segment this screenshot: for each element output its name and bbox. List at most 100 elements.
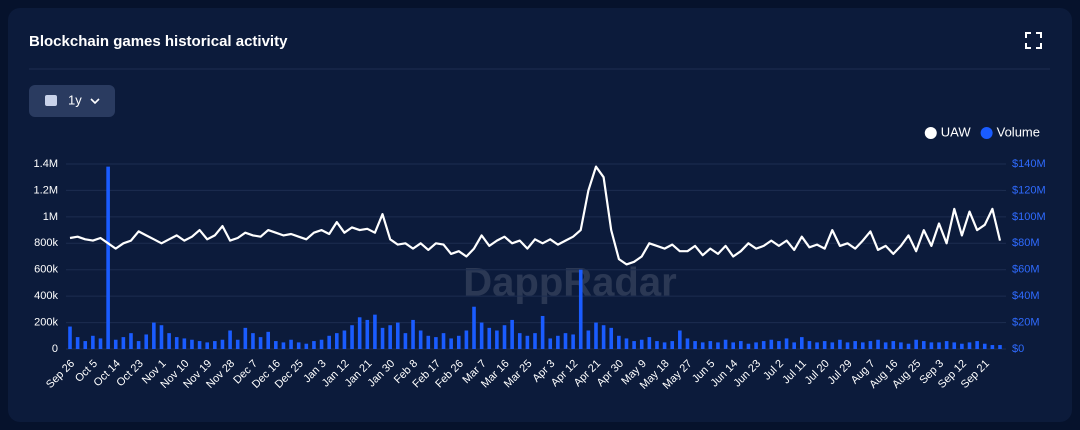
volume-bar bbox=[174, 337, 179, 349]
volume-bar bbox=[327, 335, 331, 349]
volume-bar bbox=[258, 337, 263, 349]
volume-bar bbox=[594, 322, 598, 349]
volume-bar bbox=[235, 339, 240, 349]
volume-bar bbox=[952, 342, 957, 349]
volume-bar bbox=[769, 339, 774, 349]
y-tick-label: 200k bbox=[34, 316, 58, 328]
legend-label: UAW bbox=[941, 124, 972, 139]
range-label[interactable]: 1y bbox=[68, 92, 82, 107]
volume-bar bbox=[601, 325, 606, 349]
volume-bar bbox=[540, 315, 545, 349]
volume-bar bbox=[754, 342, 758, 349]
volume-bar bbox=[395, 322, 400, 349]
y-tick-label: 400k bbox=[34, 290, 58, 302]
volume-bar bbox=[304, 343, 309, 349]
volume-bar bbox=[380, 327, 385, 349]
y2-tick-label: $60M bbox=[1012, 264, 1040, 276]
fullscreen-icon[interactable] bbox=[1025, 32, 1042, 49]
volume-bar bbox=[152, 322, 156, 349]
y2-tick-label: $120M bbox=[1012, 184, 1046, 196]
volume-bar bbox=[426, 335, 431, 349]
volume-bar bbox=[883, 342, 888, 349]
y-tick-label: 600k bbox=[34, 264, 58, 276]
volume-bar bbox=[190, 339, 194, 349]
volume-bar bbox=[418, 330, 423, 349]
range-button[interactable]: 1y bbox=[29, 85, 115, 117]
volume-bar bbox=[723, 339, 728, 349]
legend-dot bbox=[980, 127, 993, 139]
volume-bar bbox=[800, 337, 804, 349]
y-tick-label: 1M bbox=[43, 211, 58, 223]
legend-label: Volume bbox=[997, 124, 1040, 139]
volume-bar bbox=[464, 330, 469, 349]
volume-bar bbox=[624, 338, 629, 349]
volume-bar bbox=[510, 319, 514, 349]
volume-bar bbox=[388, 325, 392, 349]
y2-tick-label: $140M bbox=[1012, 158, 1046, 170]
volume-bar bbox=[556, 335, 560, 349]
volume-bar bbox=[266, 331, 270, 349]
volume-bar bbox=[693, 341, 697, 349]
volume-bar bbox=[228, 330, 232, 349]
volume-bar bbox=[914, 339, 918, 349]
volume-bar bbox=[647, 337, 652, 349]
volume-bar bbox=[739, 341, 743, 349]
volume-bar bbox=[449, 338, 453, 349]
volume-bar bbox=[91, 335, 95, 349]
y-tick-label: 1.2M bbox=[34, 184, 58, 196]
volume-bar bbox=[342, 330, 347, 349]
volume-bar bbox=[670, 341, 675, 349]
volume-bar bbox=[289, 339, 293, 349]
volume-bar bbox=[350, 325, 354, 349]
volume-bar bbox=[296, 342, 301, 349]
volume-bar bbox=[83, 341, 88, 349]
volume-bar bbox=[586, 330, 591, 349]
volume-bar bbox=[830, 342, 835, 349]
volume-bar bbox=[136, 341, 141, 349]
volume-bar bbox=[357, 317, 362, 349]
volume-bar bbox=[662, 342, 667, 349]
volume-bar bbox=[167, 333, 171, 349]
volume-bar bbox=[106, 166, 110, 349]
volume-bar bbox=[807, 341, 812, 349]
volume-bar bbox=[456, 335, 461, 349]
volume-bar bbox=[685, 338, 690, 349]
volume-bar bbox=[975, 341, 979, 349]
y2-tick-label: $0 bbox=[1012, 343, 1024, 355]
card-title: Blockchain games historical activity bbox=[29, 33, 288, 50]
volume-bar bbox=[678, 330, 682, 349]
volume-bar bbox=[129, 333, 133, 349]
volume-bar bbox=[113, 339, 118, 349]
volume-bar bbox=[403, 333, 408, 349]
volume-bar bbox=[578, 269, 583, 349]
volume-bar bbox=[281, 342, 286, 349]
volume-bar bbox=[68, 326, 72, 349]
volume-bar bbox=[982, 343, 987, 349]
volume-bar bbox=[434, 337, 438, 349]
volume-bar bbox=[700, 342, 705, 349]
volume-bar bbox=[876, 339, 880, 349]
volume-bar bbox=[815, 342, 819, 349]
volume-bar bbox=[845, 342, 850, 349]
volume-bar bbox=[373, 314, 377, 349]
volume-bar bbox=[655, 341, 659, 349]
y-tick-label: 800k bbox=[34, 237, 58, 249]
volume-bar bbox=[784, 338, 789, 349]
volume-bar bbox=[571, 334, 575, 349]
volume-bar bbox=[563, 333, 568, 349]
volume-bar bbox=[937, 342, 941, 349]
volume-bar bbox=[197, 341, 202, 349]
volume-bar bbox=[716, 342, 720, 349]
volume-bar bbox=[860, 342, 865, 349]
volume-bar bbox=[411, 319, 415, 349]
volume-bar bbox=[899, 342, 903, 349]
volume-bar bbox=[822, 341, 827, 349]
volume-bar bbox=[182, 338, 187, 349]
watermark: DappRadar bbox=[463, 261, 676, 305]
y2-tick-label: $20M bbox=[1012, 316, 1040, 328]
legend-dot bbox=[924, 127, 937, 139]
y2-tick-label: $80M bbox=[1012, 237, 1040, 249]
volume-bar bbox=[761, 341, 766, 349]
volume-bar bbox=[517, 333, 522, 349]
